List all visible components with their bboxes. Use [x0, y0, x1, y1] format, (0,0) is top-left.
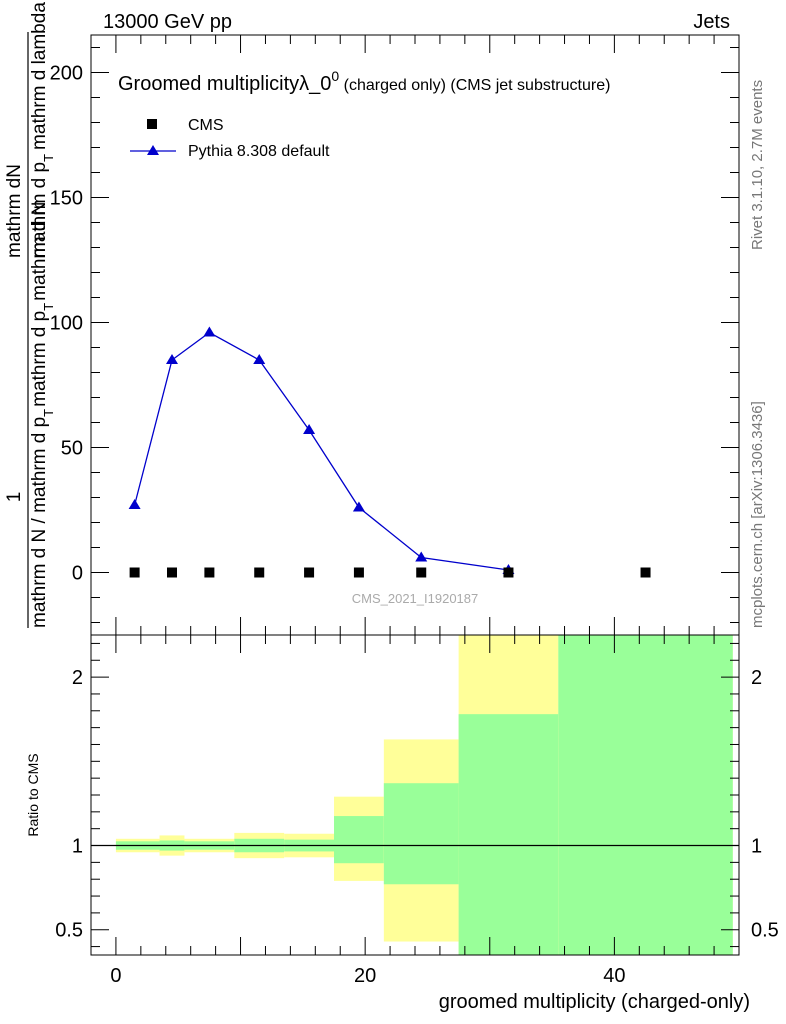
xtick-label: 20 [354, 965, 376, 987]
pythia-point [128, 499, 141, 509]
ylabel-top-right: mathrm d pTmathrm d lambda [29, 2, 56, 258]
ratio-bands [91, 635, 739, 955]
pythia-point [303, 424, 316, 434]
cms-point [503, 567, 514, 578]
legend-pythia-label: Pythia 8.308 default [188, 143, 330, 160]
ratio-ytick-label: 0.5 [55, 920, 83, 942]
mcplots-label: mcplots.cern.ch [arXiv:1306.3436] [749, 401, 766, 628]
pythia-point [166, 354, 178, 364]
rivet-label: Rivet 3.1.10, 2.7M events [749, 80, 766, 250]
cms-point [640, 567, 651, 578]
ratio-ytick-label: 2 [72, 667, 83, 689]
ratio-x-ticks: 0 20 40 [110, 635, 715, 987]
ratio-band-green [383, 783, 459, 885]
xtick-label: 40 [603, 965, 625, 987]
ratio-ytick-label-right: 0.5 [751, 920, 779, 942]
main-ytick-label: 50 [61, 438, 83, 460]
pythia-point [352, 501, 365, 512]
legend-cms-label: CMS [188, 117, 224, 134]
ylabel-bottom-text: mathrm d N / mathrm d p [29, 417, 50, 628]
ylabel-top-text2: mathrm d lambda [29, 2, 50, 150]
pythia-line [133, 331, 509, 571]
cms-point [167, 567, 177, 578]
main-title: Groomed multiplicityλ_00 (charged only) … [118, 68, 610, 95]
cms-point [204, 567, 215, 578]
main-y-label: 1 mathrm dN mathrm d pTmathrm d lambda m… [4, 2, 56, 628]
ratio-y-label: Ratio to CMS [25, 753, 41, 836]
main-ytick-label: 200 [50, 63, 83, 85]
watermark: CMS_2021_I1920187 [352, 591, 479, 606]
cms-point [129, 567, 140, 578]
ylabel-num-text: mathrm dN [4, 164, 25, 258]
header-right: Jets [693, 11, 730, 33]
ylabel-bottom-text3: mathrm d N [29, 202, 50, 301]
main-title-tail: (charged only) (CMS jet substructure) [339, 77, 610, 94]
legend-cms-marker [147, 119, 157, 129]
xtick-label: 0 [110, 965, 121, 987]
ratio-band-green [458, 714, 559, 955]
cms-point [254, 567, 265, 578]
cms-point [304, 567, 315, 578]
ylabel-bottom: mathrm d N / mathrm d pTmathrm d pTmathr… [29, 202, 56, 628]
ratio-band-green [334, 816, 384, 864]
main-ytick-label: 100 [50, 313, 83, 335]
ylabel-bottom-sub: T [41, 409, 56, 417]
ratio-y-ticks: 0.5 0.5 1 1 2 2 [55, 642, 779, 948]
main-ytick-label: 0 [72, 563, 83, 585]
ratio-plot: 0.5 0.5 1 1 2 2 0 20 40 Ratio to CMS groomed mu… [25, 634, 779, 1013]
ratio-ytick-label: 1 [72, 836, 83, 858]
main-series [128, 326, 651, 578]
legend-pythia-marker [147, 145, 159, 155]
x-axis-label: groomed multiplicity (charged-only) [439, 991, 750, 1013]
pythia-point [253, 354, 266, 364]
ylabel-top-text: mathrm d p [29, 162, 50, 258]
ratio-band-green [558, 635, 733, 955]
ratio-ytick-label-right: 1 [751, 836, 762, 858]
header-left: 13000 GeV pp [103, 11, 232, 33]
ylabel-top-sub: T [41, 154, 56, 162]
main-title-text: Groomed multiplicityλ_0 [118, 73, 331, 95]
ylabel-bottom-text2: mathrm d p [29, 311, 50, 407]
ylabel-numerator: mathrm dN [4, 164, 25, 258]
main-y-ticks: 0 50 100 150 200 [50, 47, 739, 623]
legend: CMS Pythia 8.308 default [130, 117, 330, 160]
cms-point [416, 567, 427, 578]
main-x-ticks [115, 35, 715, 635]
ratio-ytick-label-right: 2 [751, 667, 762, 689]
ylabel-fraction-one: 1 [4, 492, 25, 503]
main-ytick-label: 150 [50, 188, 83, 210]
cms-point [353, 567, 364, 578]
ylabel-bottom-sub2: T [41, 303, 56, 311]
pythia-point [415, 551, 428, 562]
main-title-sup: 0 [331, 68, 339, 84]
pythia-point [203, 326, 216, 337]
